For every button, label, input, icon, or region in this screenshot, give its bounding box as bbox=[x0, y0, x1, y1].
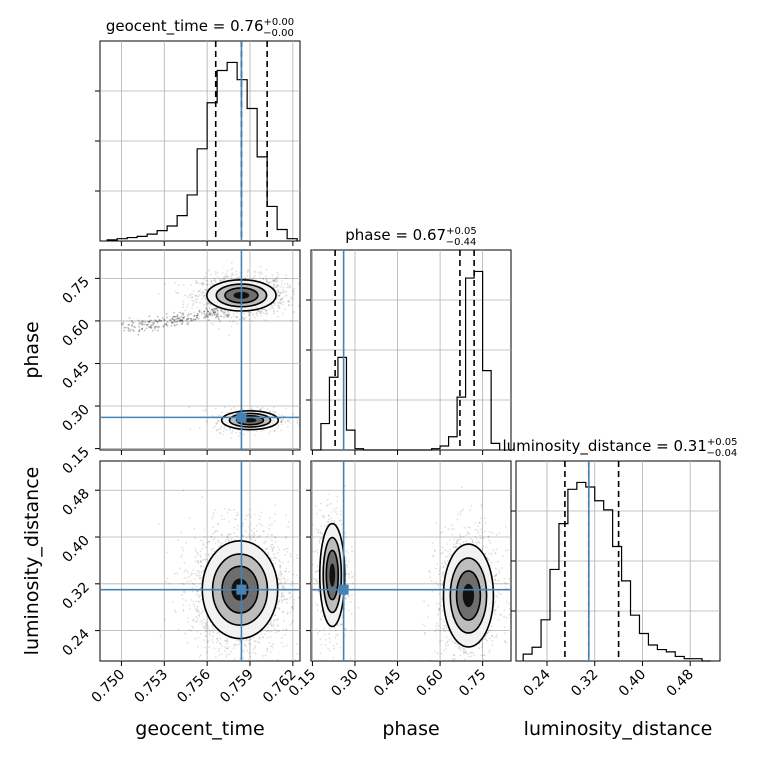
y-axis-label-luminosity_distance: luminosity_distance bbox=[21, 467, 43, 656]
density-phase_vs_geocent_time bbox=[120, 261, 300, 440]
truth-marker bbox=[338, 584, 349, 595]
hist-panel-geocent_time: geocent_time = 0.76+0.00 −0.00 bbox=[95, 17, 301, 246]
x-tick-label-phase: 0.60 bbox=[414, 667, 447, 700]
truth-marker bbox=[236, 584, 247, 595]
x-axis-label-luminosity_distance: luminosity_distance bbox=[524, 718, 713, 740]
x-tick-label-geocent_time: 0.759 bbox=[217, 667, 257, 707]
y-tick-label-luminosity_distance: 0.40 bbox=[59, 533, 92, 566]
y-tick-label-luminosity_distance: 0.24 bbox=[59, 626, 92, 659]
x-tick-label-phase: 0.30 bbox=[328, 667, 361, 700]
y-tick-label-luminosity_distance: 0.32 bbox=[59, 579, 92, 612]
x-tick-label-geocent_time: 0.756 bbox=[174, 666, 214, 706]
contour-level-3 bbox=[329, 563, 336, 587]
y-tick-label-phase: 0.45 bbox=[59, 359, 92, 392]
y-tick-label-luminosity_distance: 0.48 bbox=[59, 486, 92, 519]
x-tick-label-luminosity_distance: 0.24 bbox=[520, 666, 553, 699]
y-tick-label-phase: 0.60 bbox=[59, 316, 92, 349]
contour-level-3 bbox=[243, 418, 257, 423]
y-tick-label-phase: 0.30 bbox=[59, 402, 92, 435]
histogram-luminosity_distance bbox=[522, 481, 712, 662]
panel-title-luminosity_distance: luminosity_distance = 0.31+0.05 −0.04 bbox=[502, 437, 737, 459]
density-panel-luminosity_distance-vs-phase bbox=[306, 460, 512, 666]
hist-panel-luminosity_distance: luminosity_distance = 0.31+0.05 −0.04 bbox=[502, 437, 738, 666]
density-panel-phase-vs-geocent_time bbox=[95, 249, 301, 455]
x-tick-label-phase: 0.45 bbox=[371, 667, 404, 700]
density-luminosity_distance_vs_phase bbox=[311, 484, 511, 661]
x-tick-label-luminosity_distance: 0.32 bbox=[568, 667, 601, 700]
panel-title-geocent_time: geocent_time = 0.76+0.00 −0.00 bbox=[106, 17, 294, 39]
x-tick-label-geocent_time: 0.750 bbox=[89, 667, 129, 707]
x-axis-label-geocent_time: geocent_time bbox=[135, 718, 264, 740]
x-tick-label-geocent_time: 0.753 bbox=[131, 667, 171, 707]
hist-panel-phase: phase = 0.67+0.05 −0.44 bbox=[306, 226, 512, 455]
panel-title-phase: phase = 0.67+0.05 −0.44 bbox=[345, 226, 476, 248]
x-tick-label-luminosity_distance: 0.40 bbox=[616, 667, 649, 700]
y-axis-label-phase: phase bbox=[21, 321, 43, 378]
x-tick-label-phase: 0.75 bbox=[456, 667, 489, 700]
contour-level-3 bbox=[462, 583, 475, 608]
truth-marker bbox=[236, 412, 247, 423]
y-tick-label-phase: 0.15 bbox=[59, 444, 92, 477]
density-panel-luminosity_distance-vs-geocent_time bbox=[95, 460, 301, 666]
x-axis-label-phase: phase bbox=[382, 718, 439, 740]
y-tick-label-phase: 0.75 bbox=[59, 274, 92, 307]
x-tick-label-luminosity_distance: 0.48 bbox=[664, 667, 697, 700]
